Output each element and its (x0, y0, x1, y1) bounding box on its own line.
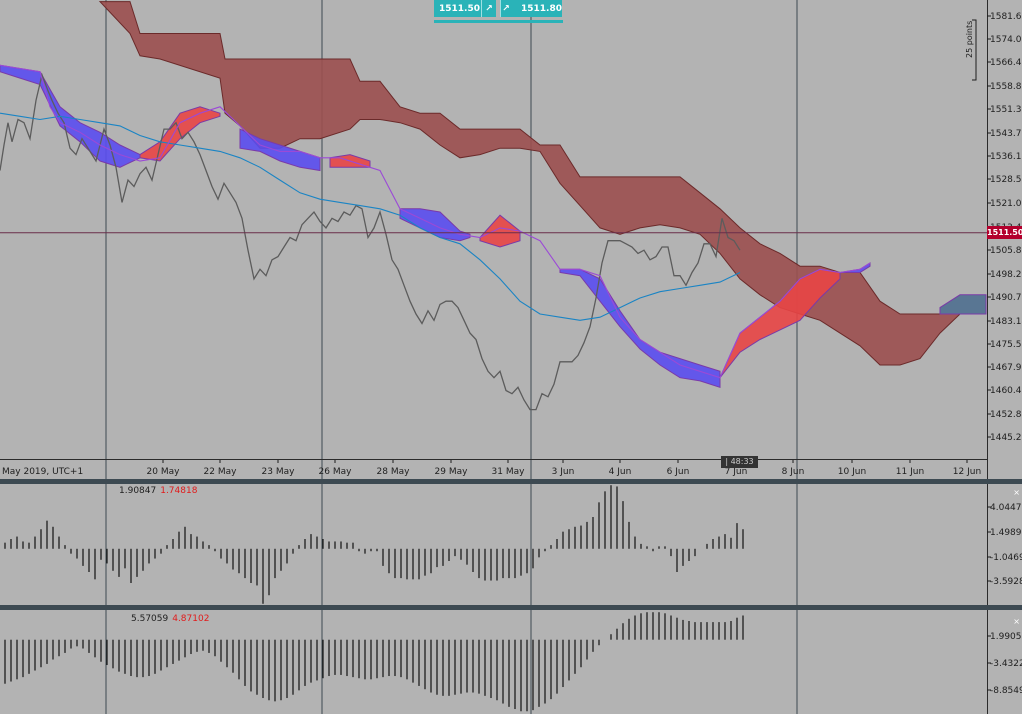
cloud-segment-bull_blue (559, 268, 721, 388)
cloud-segment-bull_red (479, 214, 521, 248)
indicator-2-signal-value: 4.87102 (172, 614, 210, 624)
x-tick-label: 7 Jun (725, 467, 748, 477)
indicator-2-tick-label: -3.43227 (990, 659, 1022, 669)
y-tick-label: 1483.14 (990, 317, 1022, 327)
indicator-1-tick-label: 4.04475 (990, 503, 1022, 513)
scale-bracket: 25 points (965, 21, 974, 58)
cloud-segment-bull_blue (239, 128, 321, 172)
x-tick-label: 8 Jun (782, 467, 805, 477)
indicator-1-tick-label: -1.04695 (990, 553, 1022, 563)
series-line-tenkan (0, 64, 871, 379)
x-tick-label: 20 May (147, 467, 181, 477)
x-tick-label: 4 Jun (609, 467, 632, 477)
price-lines (0, 64, 871, 411)
x-axis: May 2019, UTC+1 20 May 22 May 23 May 26 May 2… (0, 459, 987, 477)
y-tick-label: 1574.03 (990, 35, 1022, 45)
x-tick-label: 23 May (262, 467, 296, 477)
indicator-1-close-icon[interactable]: × (1013, 488, 1020, 497)
x-tick-label: 22 May (204, 467, 238, 477)
x-axis-timezone-label: May 2019, UTC+1 (2, 467, 83, 477)
y-tick-label: 1551.31 (990, 105, 1022, 115)
trade-panel-underline (434, 20, 563, 23)
sell-button[interactable]: 1511.50 ↗ (434, 0, 496, 17)
y-tick-label: 1505.86 (990, 246, 1022, 256)
cloud-segment-bull_steel (939, 294, 987, 315)
y-tick-label: 1490.71 (990, 293, 1022, 303)
x-tick-label: 3 Jun (552, 467, 575, 477)
panel-separator-2[interactable] (0, 605, 1022, 610)
y-tick-label: 1452.84 (990, 410, 1022, 420)
y-tick-label: 1521.01 (990, 199, 1022, 209)
indicator-2-histogram (4, 612, 744, 712)
x-tick-label: 29 May (435, 467, 469, 477)
indicator-1-histogram (4, 485, 744, 604)
series-line-close (0, 72, 741, 411)
indicator-2-close-icon[interactable]: × (1013, 617, 1020, 626)
scale-bracket-line (972, 19, 977, 81)
y-tick-label: 1536.16 (990, 152, 1022, 162)
y-tick-label: 1475.57 (990, 340, 1022, 350)
cloud-segment-bull_blue (839, 262, 871, 273)
x-tick-label: 26 May (319, 467, 353, 477)
y-axis: 1581.60 1574.03 1566.45 1558.88 1551.31 1543.… (972, 12, 1022, 443)
indicator-1-tick-label: 1.49890 (990, 528, 1022, 538)
indicator-2-main-value: 5.57059 (131, 614, 169, 624)
y-tick-label: 1467.99 (990, 363, 1022, 373)
sell-price: 1511.50 (439, 3, 480, 14)
y-tick-label: 1566.45 (990, 58, 1022, 68)
indicator-1-signal-value: 1.74818 (160, 486, 198, 496)
y-tick-label: 1543.73 (990, 129, 1022, 139)
y-tick-label: 1445.27 (990, 433, 1022, 443)
y-tick-label: 1460.42 (990, 386, 1022, 396)
buy-button[interactable]: ↗ 1511.80 (500, 0, 562, 17)
x-tick-label: 28 May (377, 467, 411, 477)
indicator-2-tick-label: 1.99055 (990, 632, 1022, 642)
buy-price: 1511.80 (521, 3, 562, 14)
x-tick-label: 31 May (492, 467, 526, 477)
x-tick-label: 10 Jun (838, 467, 866, 477)
y-tick-label: 1581.60 (990, 12, 1022, 22)
y-tick-label: 1498.29 (990, 270, 1022, 280)
panel-separator-1[interactable] (0, 479, 1022, 484)
y-tick-label: 1528.58 (990, 175, 1022, 185)
cloud-segment-bear (98, 1, 986, 366)
x-tick-label: 6 Jun (667, 467, 690, 477)
sell-arrow-icon: ↗ (481, 0, 496, 17)
indicator-1-main-value: 1.90847 (119, 486, 157, 496)
x-tick-label: 12 Jun (953, 467, 981, 477)
y-tick-label: 1558.88 (990, 82, 1022, 92)
crosshair-time-tag: | 48:33 (721, 456, 758, 468)
indicator-axes: 4.04475 1.49890 -1.04695 -3.59280 1.99055 -3.… (987, 503, 1022, 696)
scale-note-text: 25 points (965, 21, 974, 58)
indicator-2-values: 5.57059 4.87102 (131, 614, 209, 624)
indicator-2-tick-label: -8.85495 (990, 686, 1022, 696)
ichimoku-cloud (0, 1, 987, 388)
x-tick-label: 11 Jun (896, 467, 924, 477)
buy-arrow-icon: ↗ (500, 0, 511, 17)
indicator-1-values: 1.90847 1.74818 (119, 486, 197, 496)
current-price-tag: 1511.50 (987, 226, 1022, 240)
indicator-1-tick-label: -3.59280 (990, 577, 1022, 587)
